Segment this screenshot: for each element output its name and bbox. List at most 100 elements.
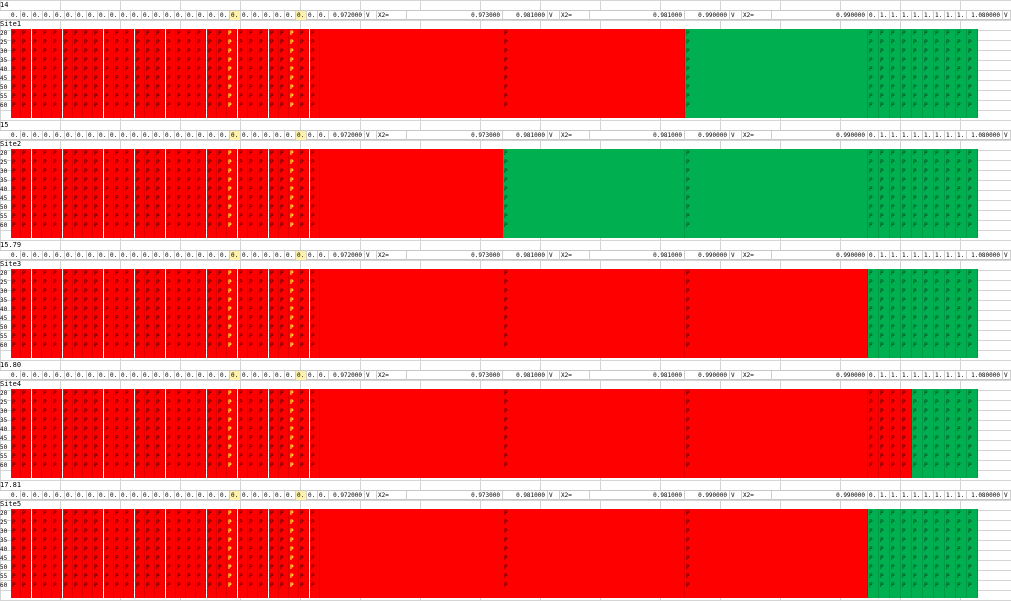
row-label[interactable]: 45 [0,435,8,442]
header-cell[interactable]: 1. [956,131,967,140]
header-cell[interactable]: X2= [560,11,590,20]
header-cell[interactable]: X2= [560,251,590,260]
header-cell[interactable]: 1. [912,491,923,500]
header-cell[interactable]: 0. [263,131,274,140]
header-cell[interactable]: 0. [131,371,142,380]
header-cell[interactable]: 0. [131,11,142,20]
header-cell[interactable]: 0.973000 [407,251,503,260]
header-cell[interactable]: 0. [186,11,197,20]
header-cell[interactable]: V [548,491,560,500]
header-cell[interactable]: 0. [65,251,76,260]
header-cell[interactable]: X2= [377,251,407,260]
header-cell[interactable]: 0. [263,491,274,500]
header-cell[interactable]: X2= [377,491,407,500]
header-cell[interactable]: 0. [164,11,175,20]
header-cell[interactable]: 0.972000 [320,11,365,20]
header-cell[interactable]: 0. [197,251,208,260]
header-cell[interactable]: 0.981000 [590,251,685,260]
header-cell[interactable]: 0. [32,491,43,500]
header-cell[interactable]: 1. [890,491,901,500]
header-cell[interactable]: 1. [901,251,912,260]
header-cell[interactable]: 0. [32,251,43,260]
header-cell[interactable]: V [730,371,742,380]
header-cell[interactable]: 1. [934,251,945,260]
header-cell[interactable]: 0. [241,131,252,140]
header-cell[interactable]: 0. [186,371,197,380]
header-cell[interactable]: 1. [934,11,945,20]
header-cell[interactable]: 1. [945,11,956,20]
header-cell[interactable]: 1. [945,371,956,380]
header-cell[interactable]: 0. [252,251,263,260]
header-cell[interactable]: 0.990000 [685,11,730,20]
header-cell[interactable]: 0. [230,251,241,260]
header-cell[interactable]: 0. [98,491,109,500]
header-cell[interactable]: 0. [164,131,175,140]
header-cell[interactable]: 0. [164,491,175,500]
data-region[interactable] [320,509,503,598]
header-cell[interactable]: 0. [142,11,153,20]
header-cell[interactable]: V [1003,371,1011,380]
header-cell[interactable]: 0. [120,131,131,140]
header-cell[interactable]: 0. [263,371,274,380]
site-name[interactable]: Site3 [0,260,22,268]
row-label[interactable]: 25 [0,519,8,526]
row-label[interactable]: 30 [0,408,8,415]
row-label[interactable]: 40 [0,66,8,73]
header-cell[interactable]: 0. [87,11,98,20]
header-cell[interactable]: 1. [901,371,912,380]
header-cell[interactable]: 0. [285,491,296,500]
site-name[interactable]: Site4 [0,380,22,388]
header-cell[interactable]: 0. [164,251,175,260]
header-cell[interactable]: 0. [868,371,879,380]
header-cell[interactable]: 0. [142,131,153,140]
row-label[interactable]: 50 [0,444,8,451]
header-cell[interactable]: 0. [274,131,285,140]
header-cell[interactable]: 0. [208,11,219,20]
row-label[interactable]: 40 [0,306,8,313]
header-cell[interactable]: 1. [879,131,890,140]
header-cell[interactable]: 0. [241,11,252,20]
row-label[interactable]: 55 [0,333,8,340]
header-cell[interactable]: V [1003,131,1011,140]
row-label[interactable]: 45 [0,195,8,202]
